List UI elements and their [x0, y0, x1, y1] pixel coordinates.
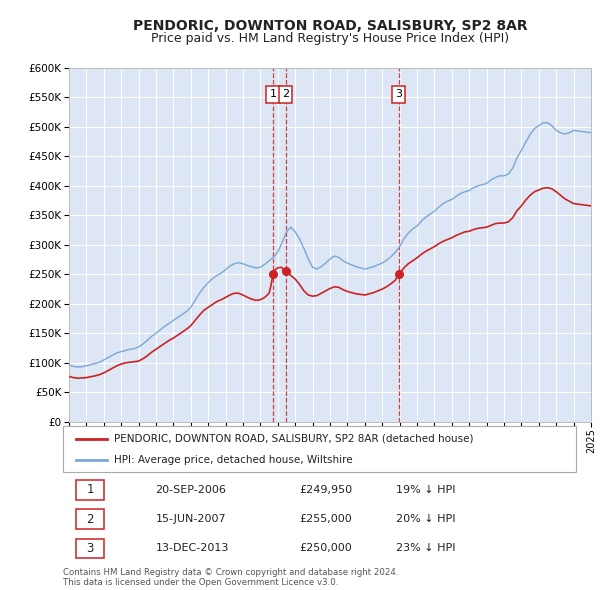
- Text: 3: 3: [86, 542, 94, 555]
- Text: 20-SEP-2006: 20-SEP-2006: [155, 485, 226, 495]
- Text: 1: 1: [86, 483, 94, 497]
- Text: 19% ↓ HPI: 19% ↓ HPI: [397, 485, 456, 495]
- FancyBboxPatch shape: [76, 480, 104, 500]
- Text: 2: 2: [86, 513, 94, 526]
- FancyBboxPatch shape: [63, 426, 576, 472]
- Text: Price paid vs. HM Land Registry's House Price Index (HPI): Price paid vs. HM Land Registry's House …: [151, 32, 509, 45]
- Text: £249,950: £249,950: [299, 485, 352, 495]
- Text: 1: 1: [269, 90, 277, 99]
- Text: PENDORIC, DOWNTON ROAD, SALISBURY, SP2 8AR (detached house): PENDORIC, DOWNTON ROAD, SALISBURY, SP2 8…: [115, 434, 474, 444]
- Text: This data is licensed under the Open Government Licence v3.0.: This data is licensed under the Open Gov…: [63, 578, 338, 587]
- Text: £250,000: £250,000: [299, 543, 352, 553]
- Text: 2: 2: [282, 90, 289, 99]
- FancyBboxPatch shape: [76, 539, 104, 558]
- Text: PENDORIC, DOWNTON ROAD, SALISBURY, SP2 8AR: PENDORIC, DOWNTON ROAD, SALISBURY, SP2 8…: [133, 19, 527, 33]
- Text: 20% ↓ HPI: 20% ↓ HPI: [397, 514, 456, 524]
- Text: 15-JUN-2007: 15-JUN-2007: [155, 514, 226, 524]
- Text: HPI: Average price, detached house, Wiltshire: HPI: Average price, detached house, Wilt…: [115, 455, 353, 466]
- Text: 23% ↓ HPI: 23% ↓ HPI: [397, 543, 456, 553]
- Text: £255,000: £255,000: [299, 514, 352, 524]
- Text: Contains HM Land Registry data © Crown copyright and database right 2024.: Contains HM Land Registry data © Crown c…: [63, 568, 398, 576]
- FancyBboxPatch shape: [76, 510, 104, 529]
- Text: 3: 3: [395, 90, 402, 99]
- Text: 13-DEC-2013: 13-DEC-2013: [155, 543, 229, 553]
